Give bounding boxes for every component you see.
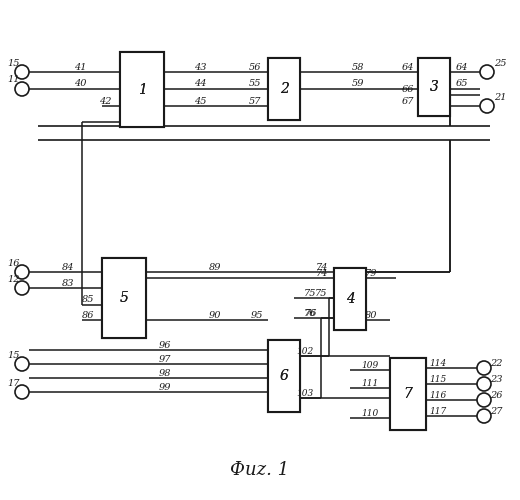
Text: 15: 15 [8,58,20,68]
Circle shape [477,409,491,423]
Bar [268,58,300,120]
Text: 74: 74 [316,262,328,272]
Bar [334,268,366,330]
Text: 58: 58 [352,62,364,72]
Text: 6: 6 [280,369,289,383]
Text: 97: 97 [159,354,171,364]
Text: 55: 55 [249,80,261,88]
Text: 117: 117 [430,406,447,416]
Text: 12: 12 [8,274,20,283]
Text: 25: 25 [494,58,506,68]
Text: 41: 41 [74,62,86,72]
Text: 4: 4 [346,292,355,306]
Text: 2: 2 [280,82,289,96]
Text: 116: 116 [430,390,447,400]
Circle shape [477,377,491,391]
Text: 84: 84 [62,262,74,272]
Text: 57: 57 [249,96,261,106]
Text: 66: 66 [402,86,414,94]
Text: 103: 103 [296,388,314,398]
Circle shape [477,361,491,375]
Text: 95: 95 [251,310,263,320]
Circle shape [15,385,29,399]
Text: 83: 83 [62,278,74,287]
Text: 74: 74 [316,268,328,278]
Text: 65: 65 [456,80,468,88]
Text: 27: 27 [490,406,502,416]
Bar [268,58,300,120]
Text: 42: 42 [99,96,111,106]
Text: 80: 80 [365,310,377,320]
Circle shape [15,82,29,96]
Text: 2: 2 [280,82,289,96]
Text: 11: 11 [8,76,20,84]
Circle shape [15,357,29,371]
Text: 75: 75 [304,288,316,298]
Bar [102,258,146,338]
Text: 90: 90 [209,310,221,320]
Text: 76: 76 [305,308,317,318]
Text: 23: 23 [490,374,502,384]
Text: 64: 64 [456,62,468,72]
Text: 26: 26 [490,390,502,400]
Text: 43: 43 [194,62,206,72]
Bar [390,358,426,430]
Text: 15: 15 [8,350,20,360]
Text: 89: 89 [209,262,221,272]
Bar [418,58,450,116]
Text: 115: 115 [430,374,447,384]
Text: 1: 1 [138,82,147,96]
Text: 4: 4 [346,292,355,306]
Text: 21: 21 [494,92,506,102]
Bar [120,52,164,127]
Text: 111: 111 [361,378,379,388]
Bar [390,358,426,430]
Text: 5: 5 [120,291,128,305]
Text: 1: 1 [138,82,147,96]
Text: 6: 6 [280,369,289,383]
Text: 67: 67 [402,96,414,106]
Text: 76: 76 [304,308,316,318]
Text: 7: 7 [404,387,412,401]
Circle shape [15,281,29,295]
Text: 109: 109 [361,360,379,370]
Text: 16: 16 [8,258,20,268]
Text: 17: 17 [8,378,20,388]
Text: 22: 22 [490,358,502,368]
Text: 102: 102 [296,346,314,356]
Bar [120,52,164,127]
Text: 96: 96 [159,340,171,349]
Text: 3: 3 [430,80,438,94]
Circle shape [480,99,494,113]
Text: 3: 3 [430,80,438,94]
Bar [418,58,450,116]
Text: 56: 56 [249,62,261,72]
Circle shape [15,65,29,79]
Text: 5: 5 [120,291,128,305]
Text: 64: 64 [402,62,414,72]
Text: 99: 99 [159,382,171,392]
Text: 110: 110 [361,408,379,418]
Bar [334,268,366,330]
Text: 85: 85 [82,296,94,304]
Bar [102,258,146,338]
Bar [268,340,300,412]
Bar [268,340,300,412]
Text: 45: 45 [194,96,206,106]
Text: 86: 86 [82,310,94,320]
Text: Фиz. 1: Фиz. 1 [230,461,290,479]
Text: 75: 75 [315,288,327,298]
Text: 44: 44 [194,80,206,88]
Text: 59: 59 [352,80,364,88]
Text: 114: 114 [430,358,447,368]
Circle shape [15,265,29,279]
Text: 7: 7 [404,387,412,401]
Circle shape [480,65,494,79]
Text: 98: 98 [159,368,171,378]
Text: 79: 79 [365,268,377,278]
Circle shape [477,393,491,407]
Text: 40: 40 [74,80,86,88]
